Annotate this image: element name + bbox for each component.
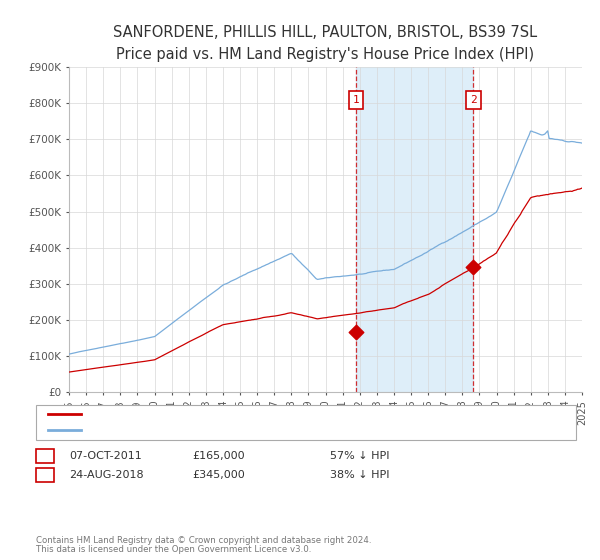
Text: 38% ↓ HPI: 38% ↓ HPI xyxy=(330,470,389,480)
Text: 07-OCT-2011: 07-OCT-2011 xyxy=(69,451,142,461)
Title: SANFORDENE, PHILLIS HILL, PAULTON, BRISTOL, BS39 7SL
Price paid vs. HM Land Regi: SANFORDENE, PHILLIS HILL, PAULTON, BRIST… xyxy=(113,25,538,62)
Text: SANFORDENE, PHILLIS HILL, PAULTON, BRISTOL, BS39 7SL (detached house): SANFORDENE, PHILLIS HILL, PAULTON, BRIST… xyxy=(85,409,465,419)
Text: £165,000: £165,000 xyxy=(192,451,245,461)
Point xyxy=(469,263,478,272)
Text: 1: 1 xyxy=(41,449,49,463)
Text: 1: 1 xyxy=(352,95,359,105)
Point xyxy=(351,328,361,337)
Text: £345,000: £345,000 xyxy=(192,470,245,480)
Text: 57% ↓ HPI: 57% ↓ HPI xyxy=(330,451,389,461)
Text: 2: 2 xyxy=(41,468,49,482)
Text: 2: 2 xyxy=(470,95,476,105)
Text: HPI: Average price, detached house, Bath and North East Somerset: HPI: Average price, detached house, Bath… xyxy=(85,425,421,435)
Text: 24-AUG-2018: 24-AUG-2018 xyxy=(69,470,143,480)
Bar xyxy=(356,67,473,392)
Text: This data is licensed under the Open Government Licence v3.0.: This data is licensed under the Open Gov… xyxy=(36,545,311,554)
Text: Contains HM Land Registry data © Crown copyright and database right 2024.: Contains HM Land Registry data © Crown c… xyxy=(36,536,371,545)
